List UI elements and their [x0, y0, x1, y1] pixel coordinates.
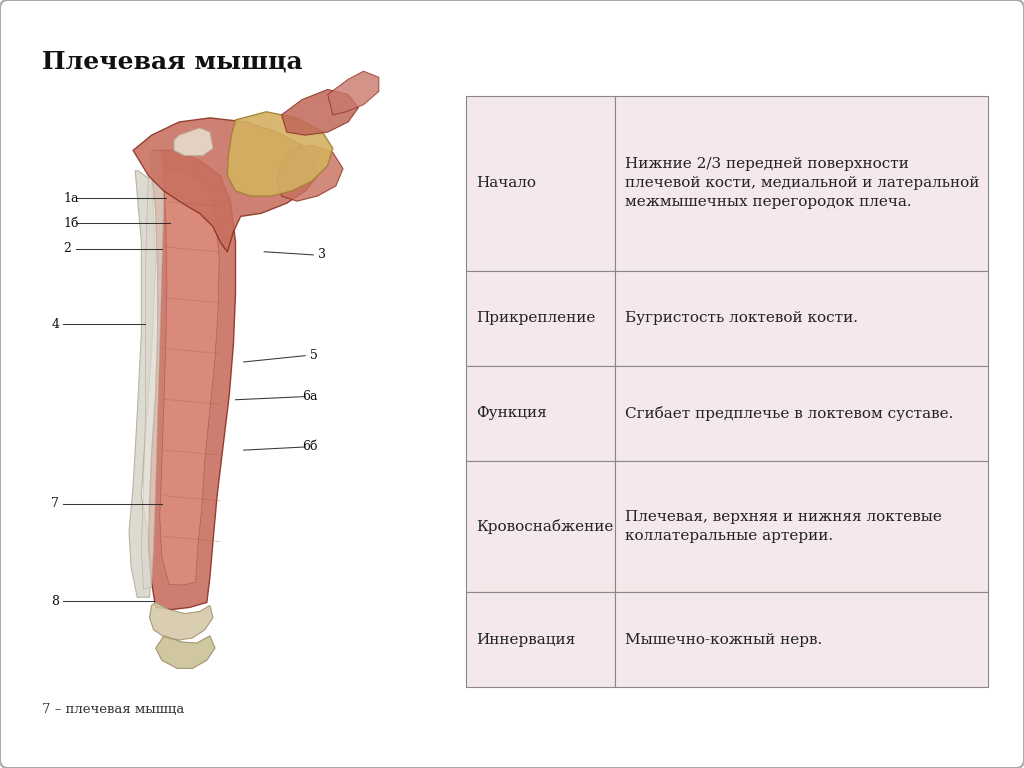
Polygon shape — [141, 151, 164, 589]
Polygon shape — [328, 71, 379, 115]
Text: Сгибает предплечье в локтевом суставе.: Сгибает предплечье в локтевом суставе. — [625, 406, 953, 421]
Polygon shape — [156, 636, 215, 668]
Polygon shape — [129, 170, 156, 598]
Bar — [466, 270, 614, 366]
Text: 3: 3 — [317, 248, 326, 261]
Text: Плечевая, верхняя и нижняя локтевые
коллатеральные артерии.: Плечевая, верхняя и нижняя локтевые колл… — [625, 510, 942, 543]
Text: 6б: 6б — [302, 441, 317, 453]
Bar — [466, 366, 614, 461]
Polygon shape — [174, 128, 213, 155]
Text: Кровоснабжение: Кровоснабжение — [476, 519, 613, 534]
Text: Мышечно-кожный нерв.: Мышечно-кожный нерв. — [625, 633, 822, 647]
Bar — [466, 592, 614, 687]
Text: 2: 2 — [63, 242, 72, 255]
Text: 8: 8 — [51, 594, 59, 607]
Text: Плечевая мышца: Плечевая мышца — [42, 50, 303, 74]
Text: Функция: Функция — [476, 406, 547, 420]
Text: Прикрепление: Прикрепление — [476, 311, 595, 325]
Text: 6а: 6а — [302, 390, 317, 403]
Bar — [614, 270, 988, 366]
Polygon shape — [160, 170, 219, 585]
Polygon shape — [276, 145, 343, 201]
Text: 7 – плечевая мышца: 7 – плечевая мышца — [42, 703, 184, 716]
Polygon shape — [150, 602, 213, 640]
Text: Иннервация: Иннервация — [476, 633, 575, 647]
Bar — [614, 461, 988, 592]
Polygon shape — [227, 112, 333, 196]
Polygon shape — [148, 151, 236, 610]
Text: Начало: Начало — [476, 177, 536, 190]
Text: Бугристость локтевой кости.: Бугристость локтевой кости. — [625, 311, 858, 325]
Bar — [614, 592, 988, 687]
Bar — [614, 366, 988, 461]
Text: 7: 7 — [51, 497, 59, 510]
Bar — [466, 461, 614, 592]
Text: 4: 4 — [51, 318, 59, 331]
Bar — [614, 96, 988, 270]
Bar — [466, 96, 614, 270]
Polygon shape — [133, 118, 317, 252]
Polygon shape — [282, 89, 358, 135]
Text: 1б: 1б — [63, 217, 79, 230]
Text: Нижние 2/3 передней поверхности
плечевой кости, медиальной и латеральной
межмыше: Нижние 2/3 передней поверхности плечевой… — [625, 157, 979, 209]
Text: 5: 5 — [309, 349, 317, 362]
Text: 1а: 1а — [63, 192, 79, 205]
